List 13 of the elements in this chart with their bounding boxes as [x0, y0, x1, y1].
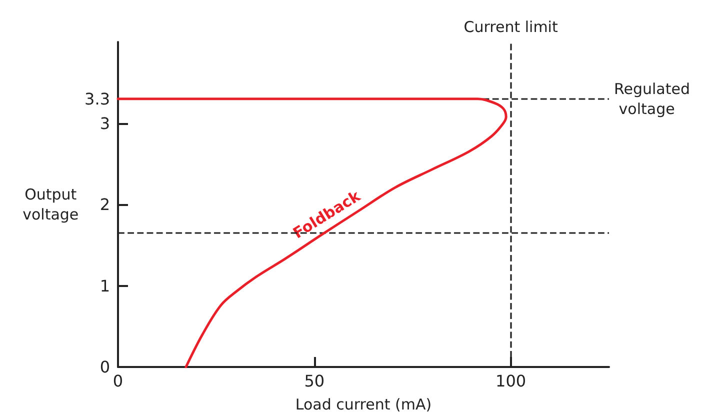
line-series	[116, 98, 508, 368]
y-tick-label: 1	[100, 276, 110, 296]
ref-line-label: Current limit	[464, 18, 558, 36]
x-tick-label: 50	[304, 372, 325, 390]
ref-line-label: Regulated voltage	[614, 80, 690, 118]
x-axis-title: Load current (mA)	[295, 396, 432, 414]
y-tick-label: 0	[100, 358, 110, 376]
x-tick-label: 100	[496, 372, 526, 390]
y-tick-label: 3.3	[84, 89, 110, 108]
x-tick-label: 0	[112, 372, 124, 390]
y-axis-title: Output voltage	[22, 186, 79, 224]
y-tick-label: 2	[100, 195, 110, 214]
y-tick-label: 3	[100, 114, 110, 133]
